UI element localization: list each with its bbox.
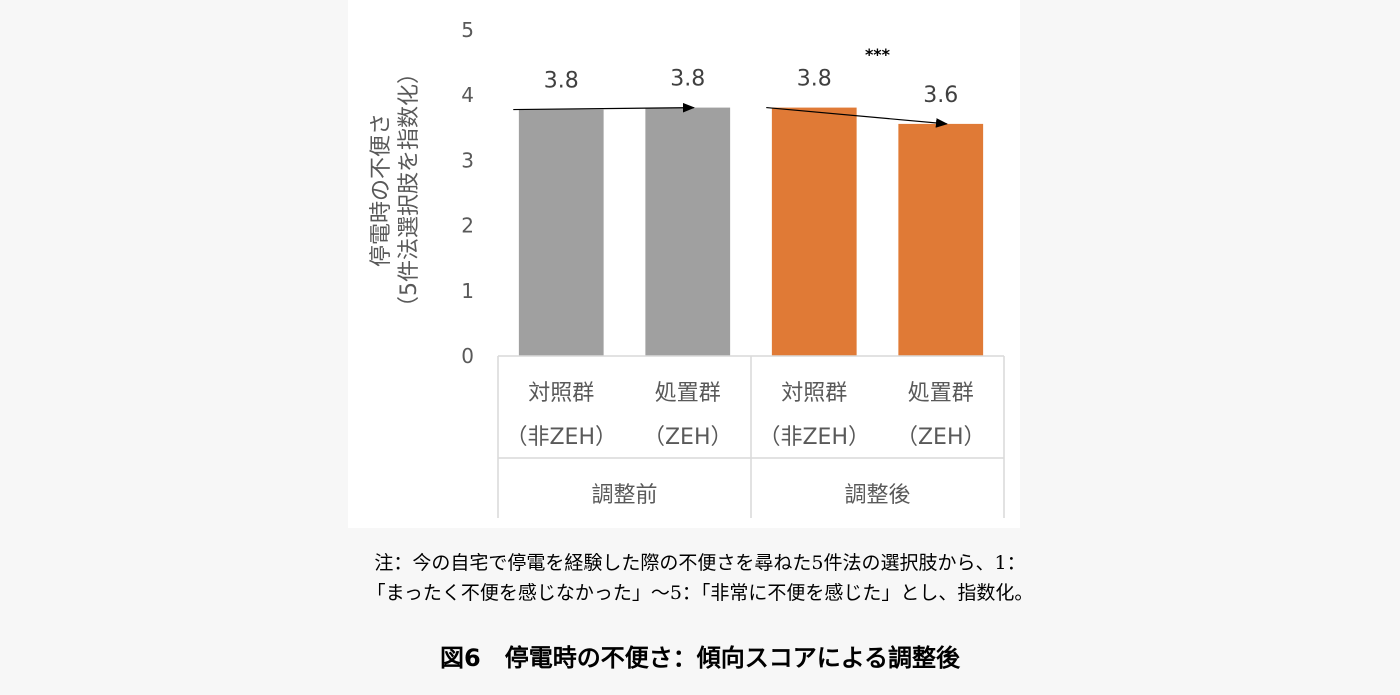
chart-panel: 0 1 2 3 4 5 停電時の不便さ （5件法選択肢を指数化） 3.8 3.8 3.8 3.6 対…: [348, 0, 1020, 528]
bar: [898, 123, 984, 356]
y-tick-label: 5: [461, 18, 474, 42]
category-sublabel: （ZEH）: [896, 425, 986, 450]
bar: [771, 107, 857, 356]
y-tick-label: 3: [461, 148, 474, 172]
y-tick-label: 4: [461, 83, 474, 107]
significance-marker: ***: [865, 45, 891, 64]
category-sublabel: （非ZEH）: [505, 425, 617, 450]
category-sublabel: （非ZEH）: [758, 425, 870, 450]
category-label: 対照群: [781, 381, 847, 406]
change-arrow: [513, 102, 695, 113]
change-arrow: [766, 106, 948, 128]
category-label: 処置群: [908, 381, 974, 406]
category-sublabel: （ZEH）: [643, 425, 733, 450]
category-label: 対照群: [528, 381, 594, 406]
data-label: 3.8: [670, 67, 705, 92]
y-tick-label: 0: [461, 344, 474, 368]
y-tick-label: 1: [461, 279, 474, 303]
bar-chart: 0 1 2 3 4 5 停電時の不便さ （5件法選択肢を指数化） 3.8 3.8 3.8 3.6 対…: [369, 18, 1005, 518]
group-label: 調整前: [591, 483, 657, 508]
note-line-2: 「まったく不便を感じなかった」〜5：「非常に不便を感じた」とし、指数化。: [366, 582, 1034, 604]
data-label: 3.8: [797, 67, 832, 92]
data-label: 3.8: [544, 69, 579, 94]
bar: [645, 107, 731, 356]
bar: [518, 109, 604, 356]
y-axis-label: 停電時の不便さ （5件法選択肢を指数化）: [369, 62, 422, 318]
y-tick-label: 2: [461, 214, 474, 238]
note-line-1: 注：今の自宅で停電を経験した際の不便さを尋ねた5件法の選択肢から、1：: [374, 552, 1026, 574]
data-label: 3.6: [923, 83, 958, 108]
group-label: 調整後: [844, 483, 910, 508]
figure-caption: 図6 停電時の不便さ：傾向スコアによる調整後: [440, 644, 960, 672]
category-label: 処置群: [655, 381, 721, 406]
